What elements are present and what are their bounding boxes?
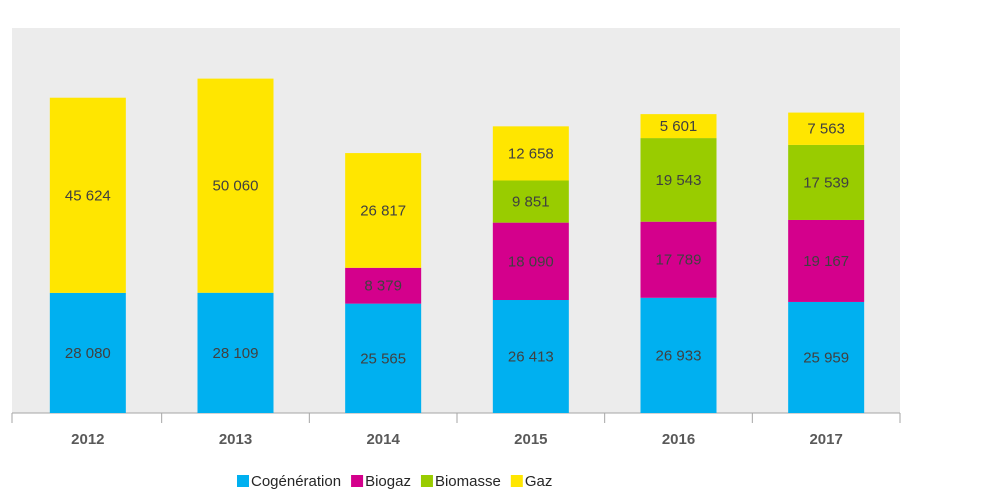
value-label: 5 601 [660, 118, 698, 135]
bar-segment [492, 222, 569, 301]
value-label: 9 851 [512, 194, 550, 211]
value-label: 8 379 [364, 278, 402, 295]
bar-segment [197, 292, 274, 413]
legend-swatch [237, 475, 249, 487]
x-tick-label: 2014 [366, 431, 400, 448]
bar-segment [788, 301, 865, 413]
legend-label: Biogaz [365, 473, 411, 490]
legend-swatch [351, 475, 364, 487]
value-label: 28 080 [65, 345, 111, 362]
bar-segment [345, 267, 422, 304]
x-tick-label: 2017 [809, 431, 842, 448]
bar-segment [788, 112, 865, 145]
legend-swatch [420, 475, 433, 487]
bar-segment [640, 138, 717, 222]
value-label: 26 933 [656, 347, 702, 364]
value-label: 18 090 [508, 253, 554, 270]
plot-background [12, 28, 900, 413]
bar-segment [492, 180, 569, 223]
x-tick-label: 2016 [662, 431, 695, 448]
legend-label: Cogénération [251, 473, 341, 490]
bar-segment [49, 97, 126, 293]
value-label: 17 539 [803, 174, 849, 191]
x-tick-label: 2013 [219, 431, 252, 448]
legend-label: Biomasse [435, 473, 501, 490]
bar-segment [640, 297, 717, 413]
x-tick-label: 2015 [514, 431, 547, 448]
bar-segment [640, 221, 717, 298]
x-tick-label: 2012 [71, 431, 104, 448]
bar-segment [345, 303, 422, 413]
legend-swatch [510, 475, 523, 487]
value-label: 26 413 [508, 348, 554, 365]
value-label: 17 789 [656, 252, 702, 269]
value-label: 25 565 [360, 350, 406, 367]
value-label: 45 624 [65, 187, 111, 204]
value-label: 25 959 [803, 349, 849, 366]
value-label: 26 817 [360, 202, 406, 219]
value-label: 12 658 [508, 145, 554, 162]
value-label: 28 109 [213, 345, 259, 362]
bar-segment [640, 114, 717, 139]
bar-segment [788, 144, 865, 220]
bar-segment [788, 219, 865, 302]
bar-segment [492, 126, 569, 181]
value-label: 19 167 [803, 253, 849, 270]
legend-label: Gaz [525, 473, 553, 490]
bar-segment [492, 300, 569, 413]
bar-segment [345, 153, 422, 268]
value-label: 7 563 [807, 121, 845, 138]
value-label: 50 060 [213, 178, 259, 195]
bar-segment [197, 78, 274, 293]
bar-segment [49, 292, 126, 413]
value-label: 19 543 [656, 172, 702, 189]
